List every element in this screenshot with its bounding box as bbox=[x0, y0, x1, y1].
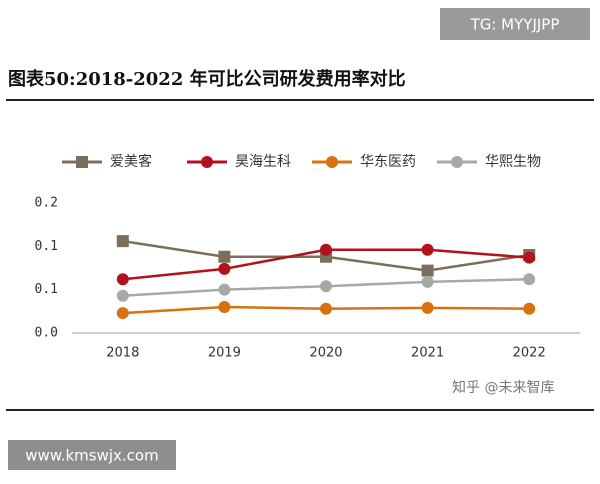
marker bbox=[218, 250, 231, 263]
legend-label: 华东医药 bbox=[360, 154, 416, 170]
legend-label: 华熙生物 bbox=[485, 154, 541, 170]
marker bbox=[523, 302, 536, 315]
legend-label: 昊海生科 bbox=[235, 154, 291, 170]
watermark-box bbox=[8, 440, 176, 470]
marker bbox=[116, 307, 129, 320]
watermark: 知乎 @未来智库 bbox=[452, 379, 554, 396]
y-tick-label: 0.1 bbox=[35, 282, 58, 297]
marker bbox=[116, 235, 129, 248]
legend-marker bbox=[76, 156, 88, 168]
marker bbox=[523, 251, 536, 264]
legend-marker bbox=[451, 156, 463, 168]
y-tick-label: 0.0 bbox=[35, 326, 58, 341]
marker bbox=[320, 302, 332, 315]
marker bbox=[116, 273, 129, 286]
x-tick-label: 2022 bbox=[513, 346, 546, 361]
watermark-box bbox=[440, 8, 590, 40]
marker bbox=[523, 273, 536, 286]
x-tick-label: 2021 bbox=[411, 346, 444, 361]
marker bbox=[218, 262, 231, 275]
watermark: www.kmswjx.com bbox=[25, 447, 158, 465]
y-tick-label: 0.1 bbox=[35, 239, 58, 254]
legend-marker bbox=[326, 156, 338, 168]
marker bbox=[218, 301, 231, 313]
x-tick-label: 2018 bbox=[106, 346, 139, 361]
marker bbox=[320, 243, 332, 256]
legend-label: 爱美客 bbox=[110, 153, 152, 170]
x-tick-label: 2019 bbox=[208, 346, 241, 361]
x-tick-label: 2020 bbox=[309, 346, 342, 361]
chart-title: 图表50:2018-2022 年可比公司研发费用率对比 bbox=[8, 68, 406, 90]
marker bbox=[421, 275, 434, 288]
y-tick-label: 0.2 bbox=[35, 196, 58, 211]
marker bbox=[116, 289, 129, 302]
watermark: TG: MYYJJPP bbox=[470, 16, 560, 34]
marker bbox=[218, 283, 231, 296]
marker bbox=[320, 280, 332, 293]
marker bbox=[421, 243, 434, 256]
marker bbox=[421, 301, 434, 314]
legend-marker bbox=[201, 156, 213, 168]
marker bbox=[421, 264, 434, 277]
